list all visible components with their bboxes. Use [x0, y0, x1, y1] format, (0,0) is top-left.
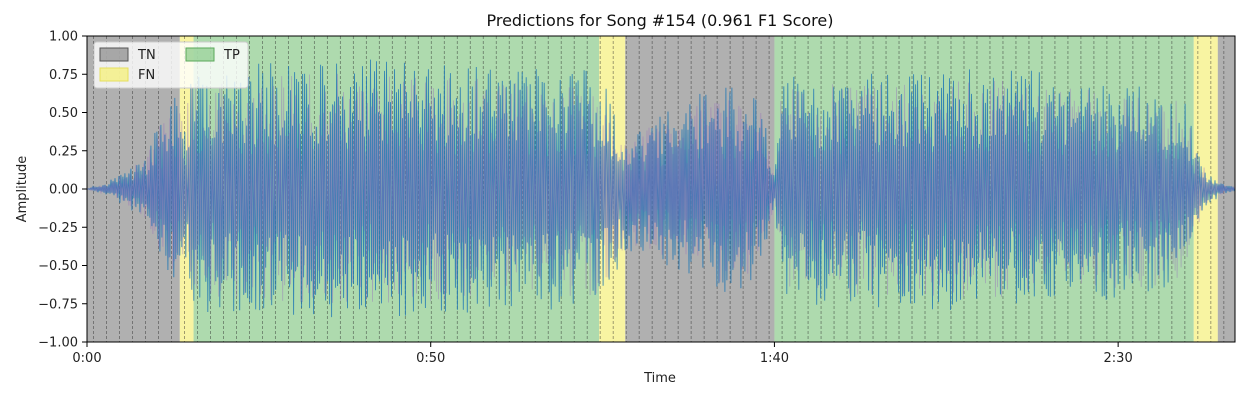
- waveform-main: [87, 59, 1235, 318]
- x-tick-label: 0:50: [416, 351, 445, 366]
- legend-label-tn: TN: [137, 48, 156, 63]
- y-tick-label: 0.75: [49, 68, 78, 83]
- plot-area: [87, 36, 1235, 342]
- legend-swatch-tp: [185, 47, 215, 62]
- waveform: [87, 59, 1235, 318]
- y-tick-label: −0.25: [38, 221, 78, 236]
- x-axis-label: Time: [643, 371, 676, 386]
- y-tick-label: −1.00: [38, 336, 78, 351]
- y-tick-label: 0.50: [49, 106, 78, 121]
- legend-label-tp: TP: [223, 48, 240, 63]
- axes: 1.00 0.75 0.50 0.25 0.00 −0.25 −0.50 −0.75 −1.00…: [38, 30, 1236, 366]
- x-tick-label: 2:30: [1104, 351, 1133, 366]
- y-tick-label: −0.50: [38, 259, 78, 274]
- legend: TN FN TP: [93, 41, 249, 89]
- waveform-overlay: [87, 73, 1235, 303]
- legend-swatch-tn: [99, 47, 129, 62]
- x-tick-label: 0:00: [72, 351, 101, 366]
- y-axis-label: Amplitude: [15, 156, 30, 223]
- y-tick-label: 1.00: [49, 30, 78, 45]
- y-tick-label: −0.75: [38, 297, 78, 312]
- legend-swatch-fn: [99, 67, 129, 82]
- x-tick-label: 1:40: [760, 351, 789, 366]
- legend-label-fn: FN: [138, 68, 155, 83]
- y-tick-label: 0.00: [49, 183, 78, 198]
- y-tick-label: 0.25: [49, 144, 78, 159]
- chart-title: Predictions for Song #154 (0.961 F1 Scor…: [486, 11, 833, 30]
